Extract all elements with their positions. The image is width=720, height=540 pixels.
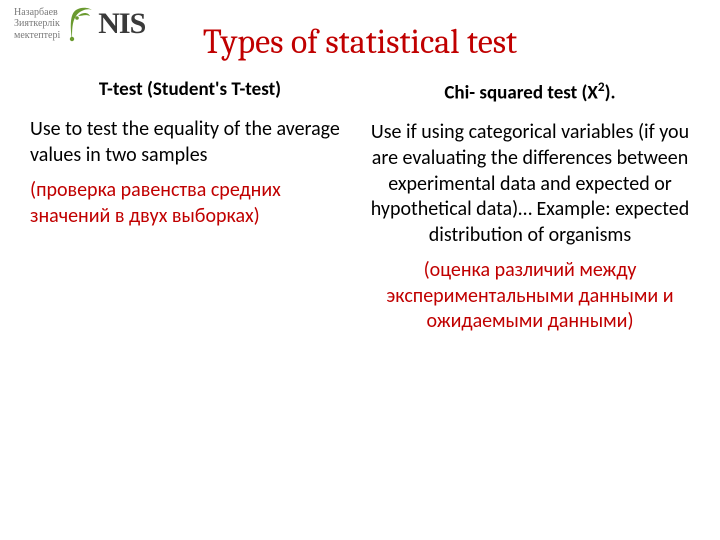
chisq-heading-post: ).	[605, 81, 616, 104]
column-chisq: Chi- squared test (X2). Use if using cat…	[370, 78, 690, 345]
ttest-translation: (проверка равенства средних значений в д…	[30, 178, 350, 229]
ttest-desc: Use to test the equality of the average …	[30, 117, 350, 168]
content-columns: T-test (Student's T-test) Use to test th…	[30, 78, 690, 345]
chisq-heading: Chi- squared test (X2).	[370, 78, 690, 104]
chisq-heading-sup: 2	[598, 78, 605, 95]
ttest-heading: T-test (Student's T-test)	[30, 78, 350, 101]
chisq-desc: Use if using categorical variables (if y…	[370, 120, 690, 248]
chisq-heading-pre: Chi- squared test (X	[444, 81, 598, 104]
slide-title: Types of statistical test	[0, 22, 720, 62]
chisq-translation: (оценка различий между экспериментальным…	[370, 258, 690, 335]
column-ttest: T-test (Student's T-test) Use to test th…	[30, 78, 350, 345]
logo-line1: Назарбаев	[14, 7, 60, 19]
